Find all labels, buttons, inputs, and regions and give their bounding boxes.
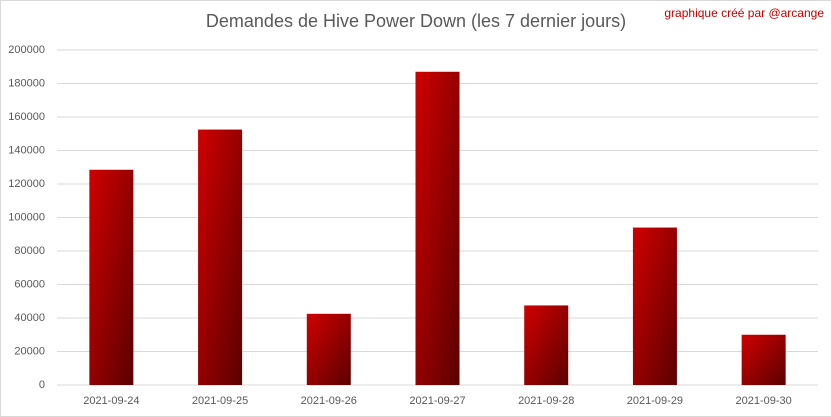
x-tick-label: 2021-09-25 [192, 395, 248, 407]
x-tick-label: 2021-09-29 [627, 395, 683, 407]
annotation: graphique créé par @arcange [664, 6, 824, 20]
y-tick-label: 60000 [14, 278, 45, 290]
y-tick-label: 100000 [8, 211, 45, 223]
bar [741, 334, 786, 385]
x-tick-label: 2021-09-26 [301, 395, 357, 407]
bar [198, 129, 243, 385]
chart-title: Demandes de Hive Power Down (les 7 derni… [206, 11, 626, 31]
bar [415, 71, 460, 386]
y-tick-label: 180000 [8, 77, 45, 89]
y-tick-label: 140000 [8, 144, 45, 156]
bar [524, 305, 569, 385]
y-tick-label: 40000 [14, 312, 45, 324]
bar [632, 227, 677, 385]
y-tick-label: 160000 [8, 111, 45, 123]
y-tick-label: 0 [39, 379, 45, 391]
x-tick-label: 2021-09-30 [736, 395, 792, 407]
x-tick-label: 2021-09-28 [518, 395, 574, 407]
y-tick-label: 200000 [8, 44, 45, 56]
x-tick-label: 2021-09-24 [83, 395, 139, 407]
bar [89, 169, 134, 385]
bar [306, 313, 351, 385]
y-tick-label: 80000 [14, 245, 45, 257]
x-tick-label: 2021-09-27 [409, 395, 465, 407]
y-tick-label: 20000 [14, 345, 45, 357]
y-tick-label: 120000 [8, 178, 45, 190]
